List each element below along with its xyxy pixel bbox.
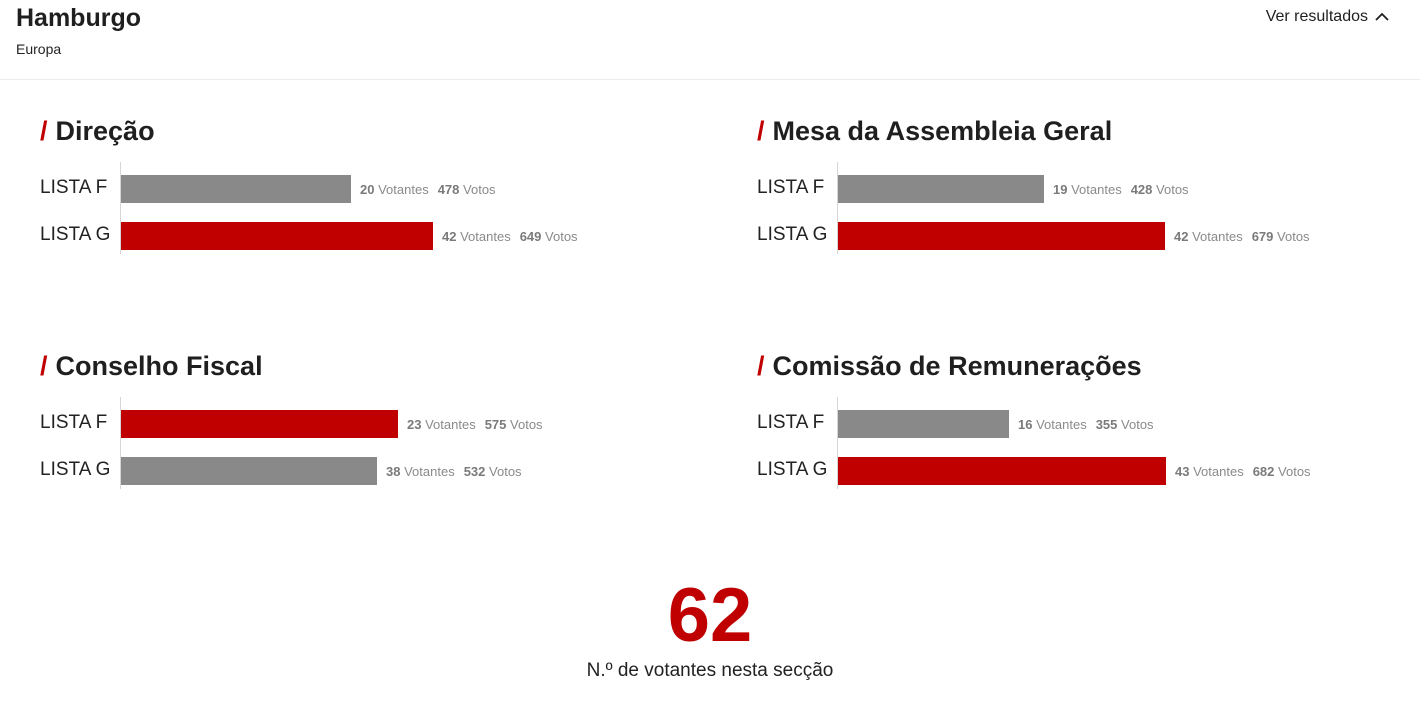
location-title: Hamburgo xyxy=(16,4,141,32)
list-label: LISTA G xyxy=(40,224,111,245)
votantes-count: 16 xyxy=(1018,417,1033,432)
bar-axis xyxy=(120,162,121,254)
vote-stats: 43 Votantes 682 Votos xyxy=(1175,464,1311,479)
votos-label: Votos xyxy=(489,464,522,479)
title-slash-icon: / xyxy=(40,351,48,381)
results-section: / Comissão de Remunerações LISTA F 16 Votan… xyxy=(757,351,1397,501)
list-label: LISTA F xyxy=(757,177,825,198)
title-slash-icon: / xyxy=(40,116,48,146)
section-title-text: Comissão de Remunerações xyxy=(772,351,1142,381)
votos-label: Votos xyxy=(1156,182,1189,197)
votantes-count: 42 xyxy=(1174,229,1189,244)
results-section: / Direção LISTA F 20 Votantes 478 Votos LISTA… xyxy=(40,116,680,266)
votantes-count: 19 xyxy=(1053,182,1068,197)
result-row: LISTA F 19 Votantes 428 Votos xyxy=(757,175,1397,203)
votantes-label: Votantes xyxy=(378,182,429,197)
votos-count: 679 xyxy=(1251,229,1274,244)
result-row: LISTA G 43 Votantes 682 Votos xyxy=(757,457,1397,485)
list-label: LISTA G xyxy=(757,459,828,480)
result-row: LISTA G 42 Votantes 649 Votos xyxy=(40,222,680,250)
votantes-label: Votantes xyxy=(1071,182,1122,197)
vote-stats: 23 Votantes 575 Votos xyxy=(407,417,543,432)
votantes-count: 38 xyxy=(386,464,401,479)
votos-label: Votos xyxy=(1277,229,1310,244)
vote-stats: 20 Votantes 478 Votos xyxy=(360,182,496,197)
votantes-count: 20 xyxy=(360,182,375,197)
list-label: LISTA G xyxy=(757,224,828,245)
votantes-label: Votantes xyxy=(404,464,455,479)
view-results-label: Ver resultados xyxy=(1265,8,1368,25)
votes-bar xyxy=(838,222,1165,250)
votantes-label: Votantes xyxy=(1192,229,1243,244)
section-header: Hamburgo Europa Ver resultados xyxy=(0,0,1420,80)
vote-stats: 16 Votantes 355 Votos xyxy=(1018,417,1154,432)
voters-count: 62 xyxy=(667,573,753,658)
section-title-text: Mesa da Assembleia Geral xyxy=(772,116,1113,146)
votantes-label: Votantes xyxy=(460,229,511,244)
title-slash-icon: / xyxy=(757,351,765,381)
section-title: / Direção xyxy=(40,116,155,147)
votes-bar xyxy=(121,410,398,438)
votos-count: 682 xyxy=(1252,464,1275,479)
votos-count: 428 xyxy=(1130,182,1153,197)
votantes-count: 42 xyxy=(442,229,457,244)
result-row: LISTA F 23 Votantes 575 Votos xyxy=(40,410,680,438)
result-row: LISTA G 42 Votantes 679 Votos xyxy=(757,222,1397,250)
section-title-text: Direção xyxy=(55,116,155,146)
list-label: LISTA F xyxy=(757,412,825,433)
votos-count: 355 xyxy=(1095,417,1118,432)
chevron-up-icon xyxy=(1375,12,1389,21)
section-title-text: Conselho Fiscal xyxy=(55,351,263,381)
votantes-count: 43 xyxy=(1175,464,1190,479)
votantes-label: Votantes xyxy=(425,417,476,432)
votes-bar xyxy=(121,222,433,250)
result-row: LISTA F 16 Votantes 355 Votos xyxy=(757,410,1397,438)
result-row: LISTA F 20 Votantes 478 Votos xyxy=(40,175,680,203)
votes-bar xyxy=(121,175,351,203)
list-label: LISTA G xyxy=(40,459,111,480)
votos-label: Votos xyxy=(1121,417,1154,432)
votes-bar xyxy=(838,410,1009,438)
votos-count: 649 xyxy=(519,229,542,244)
vote-stats: 19 Votantes 428 Votos xyxy=(1053,182,1189,197)
view-results-toggle[interactable]: Ver resultados xyxy=(1266,8,1390,26)
section-title: / Comissão de Remunerações xyxy=(757,351,1142,382)
bar-axis xyxy=(120,397,121,489)
bar-axis xyxy=(837,162,838,254)
votos-label: Votos xyxy=(463,182,496,197)
votos-label: Votos xyxy=(545,229,578,244)
votantes-label: Votantes xyxy=(1036,417,1087,432)
votos-label: Votos xyxy=(1278,464,1311,479)
vote-stats: 42 Votantes 649 Votos xyxy=(442,229,578,244)
result-row: LISTA G 38 Votantes 532 Votos xyxy=(40,457,680,485)
votos-count: 575 xyxy=(484,417,507,432)
section-title: / Mesa da Assembleia Geral xyxy=(757,116,1112,147)
votes-bar xyxy=(838,457,1166,485)
section-title: / Conselho Fiscal xyxy=(40,351,263,382)
bar-axis xyxy=(837,397,838,489)
votos-count: 478 xyxy=(437,182,460,197)
votos-label: Votos xyxy=(510,417,543,432)
votes-bar xyxy=(121,457,377,485)
results-section: / Conselho Fiscal LISTA F 23 Votantes 575 Vo… xyxy=(40,351,680,501)
vote-stats: 42 Votantes 679 Votos xyxy=(1174,229,1310,244)
votes-bar xyxy=(838,175,1044,203)
location-region: Europa xyxy=(16,41,62,57)
results-section: / Mesa da Assembleia Geral LISTA F 19 Votan… xyxy=(757,116,1397,266)
votantes-label: Votantes xyxy=(1193,464,1244,479)
list-label: LISTA F xyxy=(40,177,108,198)
vote-stats: 38 Votantes 532 Votos xyxy=(386,464,522,479)
votos-count: 532 xyxy=(463,464,486,479)
votantes-count: 23 xyxy=(407,417,422,432)
voters-count-caption: N.º de votantes nesta secção xyxy=(586,660,834,681)
list-label: LISTA F xyxy=(40,412,108,433)
title-slash-icon: / xyxy=(757,116,765,146)
